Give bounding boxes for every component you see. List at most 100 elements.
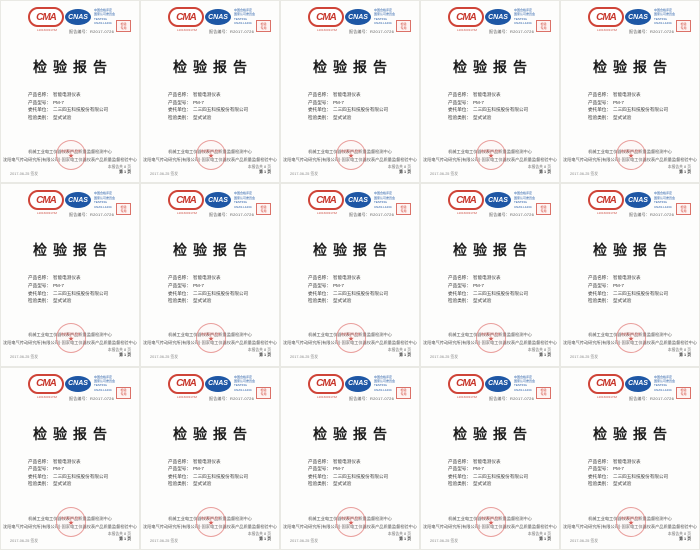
page-count-total: 本报告共 8 页 xyxy=(527,165,551,169)
cnas-caption-line: 国家认可委员会 xyxy=(94,195,116,200)
field-label: 产品型号： xyxy=(28,282,51,288)
report-number-value: R2017-0726 xyxy=(510,395,535,401)
field-test-category: 检验类别： 型式试验 xyxy=(448,115,528,121)
field-label: 检验类别： xyxy=(28,481,51,487)
field-product-model: 产品型号： PM-7 xyxy=(168,466,248,472)
seal-text: 检验检测专用章 xyxy=(201,515,221,520)
cnas-caption-line: CNAS L1234 xyxy=(94,387,112,392)
seal-star-icon: ★ xyxy=(207,336,215,344)
field-test-category: 检验类别： 型式试验 xyxy=(308,298,388,304)
report-cover-page[interactable]: CMA L2016003176Z CNAS 中国合格评定 国家认可委员会 TES… xyxy=(560,0,700,184)
report-cover-page[interactable]: CMA L2016003176Z CNAS 中国合格评定 国家认可委员会 TES… xyxy=(420,366,560,550)
field-product-name: 产品名称： 智能电测仪表 xyxy=(308,92,388,98)
field-value: PM-7 xyxy=(612,99,624,105)
field-value: PM-7 xyxy=(52,466,64,472)
cma-logo-icon: CMA xyxy=(168,190,204,211)
field-product-model: 产品型号： PM-7 xyxy=(28,282,108,289)
seal-text: 检验检测专用章 xyxy=(481,149,501,153)
field-label: 产品型号： xyxy=(588,466,611,472)
cnas-caption-line: 中国合格评定 xyxy=(234,191,253,196)
field-client-company: 委托单位： 二三四五科技股份有限公司 xyxy=(308,291,388,297)
field-product-model: 产品型号： PM-7 xyxy=(308,283,388,289)
report-title: 检验报告 xyxy=(33,242,113,259)
seal-star-icon: ★ xyxy=(67,153,75,160)
cnas-caption-line: 中国合格评定 xyxy=(654,8,673,12)
report-number-value: R2017-0726 xyxy=(650,395,675,401)
field-label: 产品型号： xyxy=(168,282,191,288)
field-label: 产品型号： xyxy=(168,466,191,472)
report-fields: 产品名称： 智能电测仪表 产品型号： PM-7 委托单位： 二三四五科技股份有限公司 … xyxy=(168,275,248,304)
field-product-model: 产品型号： PM-7 xyxy=(308,466,388,472)
report-number-value: R2017-0726 xyxy=(370,29,395,34)
report-title: 检验报告 xyxy=(453,59,533,75)
report-cover-page[interactable]: CMA L2016003176Z CNAS 中国合格评定 国家认可委员会 TES… xyxy=(140,366,280,550)
cnas-caption-line: CNAS L1234 xyxy=(514,387,532,392)
field-value: 智能电测仪表 xyxy=(612,458,641,464)
red-box-stamp-line: 专用 xyxy=(260,208,267,213)
report-fields: 产品名称： 智能电测仪表 产品型号： PM-7 委托单位： 二三四五科技股份有限公司 … xyxy=(28,92,108,121)
report-fields: 产品名称： 智能电测仪表 产品型号： PM-7 委托单位： 二三四五科技股份有限公司 … xyxy=(308,275,388,304)
field-value: 智能电测仪表 xyxy=(52,92,81,97)
report-cover-page[interactable]: CMA L2016003176Z CNAS 中国合格评定 国家认可委员会 TES… xyxy=(420,183,560,367)
page-count-total: 本报告共 8 页 xyxy=(107,165,131,169)
report-title: 检验报告 xyxy=(33,59,113,75)
field-value: 二三四五科技股份有限公司 xyxy=(472,473,529,479)
field-test-category: 检验类别： 型式试验 xyxy=(588,115,668,121)
page-count-current: 第 1 页 xyxy=(119,353,131,358)
field-product-name: 产品名称： 智能电测仪表 xyxy=(28,459,108,465)
report-number: 报告编号：R2017-0726 xyxy=(629,396,674,402)
field-value: PM-7 xyxy=(612,466,624,472)
field-client-company: 委托单位： 二三四五科技股份有限公司 xyxy=(448,107,529,113)
report-number: 报告编号：R2017-0726 xyxy=(209,396,254,402)
report-cover-page[interactable]: CMA L2016003176Z CNAS 中国合格评定 国家认可委员会 TES… xyxy=(420,0,560,184)
field-value: 智能电测仪表 xyxy=(332,275,361,281)
round-red-seal-icon: 检验检测专用章 ★ xyxy=(616,506,646,537)
cnas-caption-line: 国家认可委员会 xyxy=(654,195,676,200)
report-fields: 产品名称： 智能电测仪表 产品型号： PM-7 委托单位： 二三四五科技股份有限公司 … xyxy=(168,92,248,121)
cnas-caption: 中国合格评定 国家认可委员会 TESTING CNAS L1234 xyxy=(514,191,535,209)
report-cover-page[interactable]: CMA L2016003176Z CNAS 中国合格评定 国家认可委员会 TES… xyxy=(140,0,280,184)
report-title: 检验报告 xyxy=(593,425,673,442)
report-cover-page[interactable]: CMA L2016003176Z CNAS 中国合格评定 国家认可委员会 TES… xyxy=(280,0,420,184)
cnas-caption-line: CNAS L1234 xyxy=(514,21,532,26)
report-cover-page[interactable]: CMA L2016003176Z CNAS 中国合格评定 国家认可委员会 TES… xyxy=(140,183,280,367)
cnas-caption-line: 国家认可委员会 xyxy=(654,12,676,17)
field-value: 二三四五科技股份有限公司 xyxy=(472,107,529,113)
field-label: 检验类别： xyxy=(308,114,331,120)
report-fields: 产品名称： 智能电测仪表 产品型号： PM-7 委托单位： 二三四五科技股份有限公司 … xyxy=(448,275,528,304)
field-label: 产品名称： xyxy=(308,458,331,464)
report-cover-page[interactable]: CMA L2016003176Z CNAS 中国合格评定 国家认可委员会 TES… xyxy=(280,366,420,550)
report-cover-page[interactable]: CMA L2016003176Z CNAS 中国合格评定 国家认可委员会 TES… xyxy=(280,183,420,367)
red-box-stamp-line: 专用 xyxy=(680,392,687,397)
cma-logo-icon: CMA xyxy=(28,373,64,394)
field-label: 检验类别： xyxy=(28,114,51,120)
field-label: 委托单位： xyxy=(28,290,51,296)
report-cover-page[interactable]: CMA L2016003176Z CNAS 中国合格评定 国家认可委员会 TES… xyxy=(0,0,140,184)
report-number-label: 报告编号： xyxy=(629,395,650,401)
seal-star-icon: ★ xyxy=(627,519,635,527)
red-box-stamp-line: 专用 xyxy=(680,208,687,213)
cnas-caption: 中国合格评定 国家认可委员会 TESTING CNAS L1234 xyxy=(94,8,115,26)
field-product-model: 产品型号： PM-7 xyxy=(588,283,668,289)
report-cover-page[interactable]: CMA L2016003176Z CNAS 中国合格评定 国家认可委员会 TES… xyxy=(560,183,700,367)
field-test-category: 检验类别： 型式试验 xyxy=(308,114,388,121)
page-count-note: 本报告共 8 页 第 1 页 xyxy=(108,348,131,358)
page-count-total: 本报告共 8 页 xyxy=(247,165,271,169)
red-box-stamp-line: 检验 xyxy=(540,204,547,209)
page-count-current: 第 1 页 xyxy=(399,536,411,541)
field-product-name: 产品名称： 智能电测仪表 xyxy=(448,459,528,465)
report-cover-page[interactable]: CMA L2016003176Z CNAS 中国合格评定 国家认可委员会 TES… xyxy=(560,366,700,550)
red-box-stamp-line: 检验 xyxy=(400,388,407,393)
seal-star-icon: ★ xyxy=(347,336,355,344)
report-cover-page[interactable]: CMA L2016003176Z CNAS 中国合格评定 国家认可委员会 TES… xyxy=(0,366,140,550)
cma-logo-icon: CMA xyxy=(168,7,204,27)
cnas-logo-icon: CNAS xyxy=(345,9,371,25)
report-cover-page[interactable]: CMA L2016003176Z CNAS 中国合格评定 国家认可委员会 TES… xyxy=(0,183,140,367)
report-number: 报告编号：R2017-0726 xyxy=(489,396,534,402)
field-value: 型式试验 xyxy=(472,298,492,304)
field-product-name: 产品名称： 智能电测仪表 xyxy=(168,275,248,281)
seal-star-icon: ★ xyxy=(207,519,215,527)
cma-cert-number: L2016003176Z xyxy=(456,394,478,399)
report-number-label: 报告编号： xyxy=(209,29,230,34)
